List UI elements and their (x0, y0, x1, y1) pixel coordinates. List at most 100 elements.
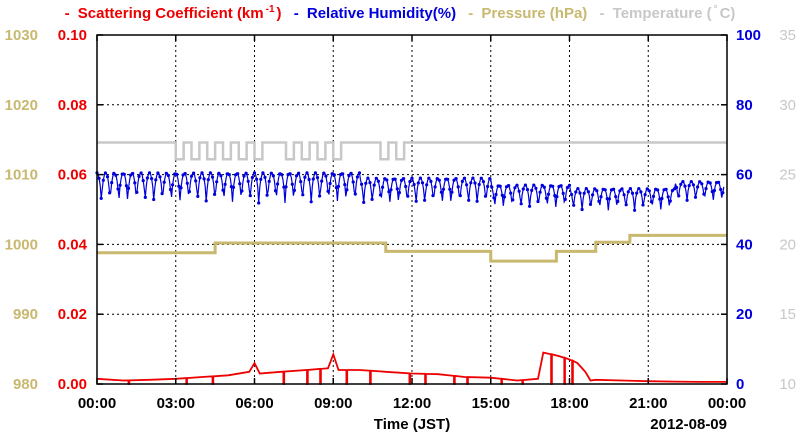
humidity-point (166, 173, 170, 178)
humidity-point (238, 182, 242, 186)
humidity-point (297, 171, 301, 175)
humidity-point (565, 186, 570, 190)
humidity-point (210, 175, 215, 179)
humidity-point (158, 175, 162, 179)
humidity-point (265, 193, 269, 197)
humidity-point (656, 188, 660, 192)
humidity-point (450, 190, 454, 194)
humidity-point (578, 191, 582, 195)
temperature-tick-label: 10 (779, 376, 796, 393)
humidity-point (290, 182, 294, 186)
humidity-point (160, 192, 164, 196)
humidity-point (679, 182, 683, 186)
legend-temperature-prefix: - (599, 5, 609, 22)
humidity-point (271, 174, 275, 178)
scattering-tick-label: 0.06 (58, 167, 87, 184)
humidity-point (616, 199, 620, 203)
humidity-point (183, 172, 187, 176)
humidity-point (294, 174, 299, 178)
humidity-point (534, 186, 538, 190)
humidity-point (185, 181, 189, 185)
humidity-point (645, 187, 649, 191)
humidity-point (131, 171, 135, 176)
humidity-point (630, 191, 635, 195)
humidity-point (515, 183, 519, 187)
humidity-point (502, 195, 506, 199)
scattering-tick-label: 0.08 (58, 97, 87, 114)
humidity-point (717, 180, 721, 184)
humidity-point (374, 176, 378, 180)
humidity-point (633, 208, 637, 212)
humidity-point (593, 187, 597, 191)
humidity-point (525, 188, 530, 192)
temperature-tick-label: 35 (779, 27, 796, 44)
humidity-point (603, 188, 607, 192)
humidity-point (532, 183, 536, 187)
humidity-point (649, 200, 654, 204)
humidity-tick-label: 80 (736, 97, 753, 114)
humidity-point (498, 184, 502, 188)
humidity-point (360, 182, 364, 186)
humidity-point (145, 176, 149, 180)
humidity-point (202, 177, 206, 181)
humidity-point (574, 190, 578, 194)
humidity-point (418, 176, 422, 180)
humidity-point (353, 192, 357, 196)
humidity-point (351, 180, 355, 184)
legend-temperature: - Temperature (° C) (597, 4, 737, 22)
humidity-point (221, 188, 225, 192)
humidity-tick-label: 60 (736, 167, 753, 184)
humidity-point (345, 188, 349, 192)
humidity-point (647, 189, 651, 193)
humidity-point (492, 196, 496, 200)
humidity-point (110, 181, 114, 185)
humidity-point (576, 187, 580, 191)
humidity-point (187, 190, 191, 194)
x-tick-label: 00:00 (78, 395, 116, 412)
humidity-tick-label: 0 (736, 376, 744, 393)
legend-pressure-label: Pressure (hPa) (481, 5, 588, 22)
humidity-point (349, 171, 353, 175)
humidity-point (156, 171, 160, 175)
scattering-tick-label: 0.10 (58, 27, 87, 44)
humidity-point (614, 195, 618, 199)
pressure-tick-label: 990 (13, 306, 38, 323)
humidity-point (563, 197, 567, 201)
humidity-point (368, 181, 372, 185)
humidity-point (429, 179, 433, 183)
humidity-point (530, 188, 534, 192)
legend-scattering-prefix: - (64, 5, 74, 22)
humidity-point (284, 185, 288, 189)
humidity-point (215, 180, 219, 184)
humidity-point (481, 180, 485, 184)
humidity-point (313, 171, 317, 175)
humidity-point (637, 187, 641, 191)
humidity-point (666, 195, 670, 199)
legend-temperature-suffix: C) (719, 5, 736, 22)
pressure-tick-label: 1030 (5, 27, 38, 44)
humidity-point (427, 176, 431, 180)
humidity-point (567, 183, 572, 187)
legend-scattering-sup: -1 (265, 4, 275, 15)
humidity-point (152, 197, 156, 202)
humidity-point (626, 190, 630, 194)
humidity-point (240, 189, 244, 193)
humidity-point (416, 181, 420, 185)
humidity-point (305, 171, 309, 175)
legend-pressure-prefix: - (468, 5, 478, 22)
humidity-point (162, 180, 166, 184)
humidity-point (712, 188, 717, 193)
legend-temperature-label: Temperature ( (612, 5, 712, 22)
humidity-point (217, 171, 221, 175)
pressure-tick-label: 980 (13, 376, 38, 393)
humidity-point (486, 184, 490, 189)
humidity-point (320, 179, 324, 183)
humidity-point (494, 192, 498, 197)
humidity-point (105, 175, 110, 179)
humidity-point (624, 203, 628, 207)
legend-humidity: - Relative Humidity(%) (292, 5, 458, 22)
humidity-point (544, 196, 549, 200)
humidity-point (370, 197, 374, 201)
humidity-point (664, 187, 668, 191)
humidity-point (99, 196, 103, 200)
